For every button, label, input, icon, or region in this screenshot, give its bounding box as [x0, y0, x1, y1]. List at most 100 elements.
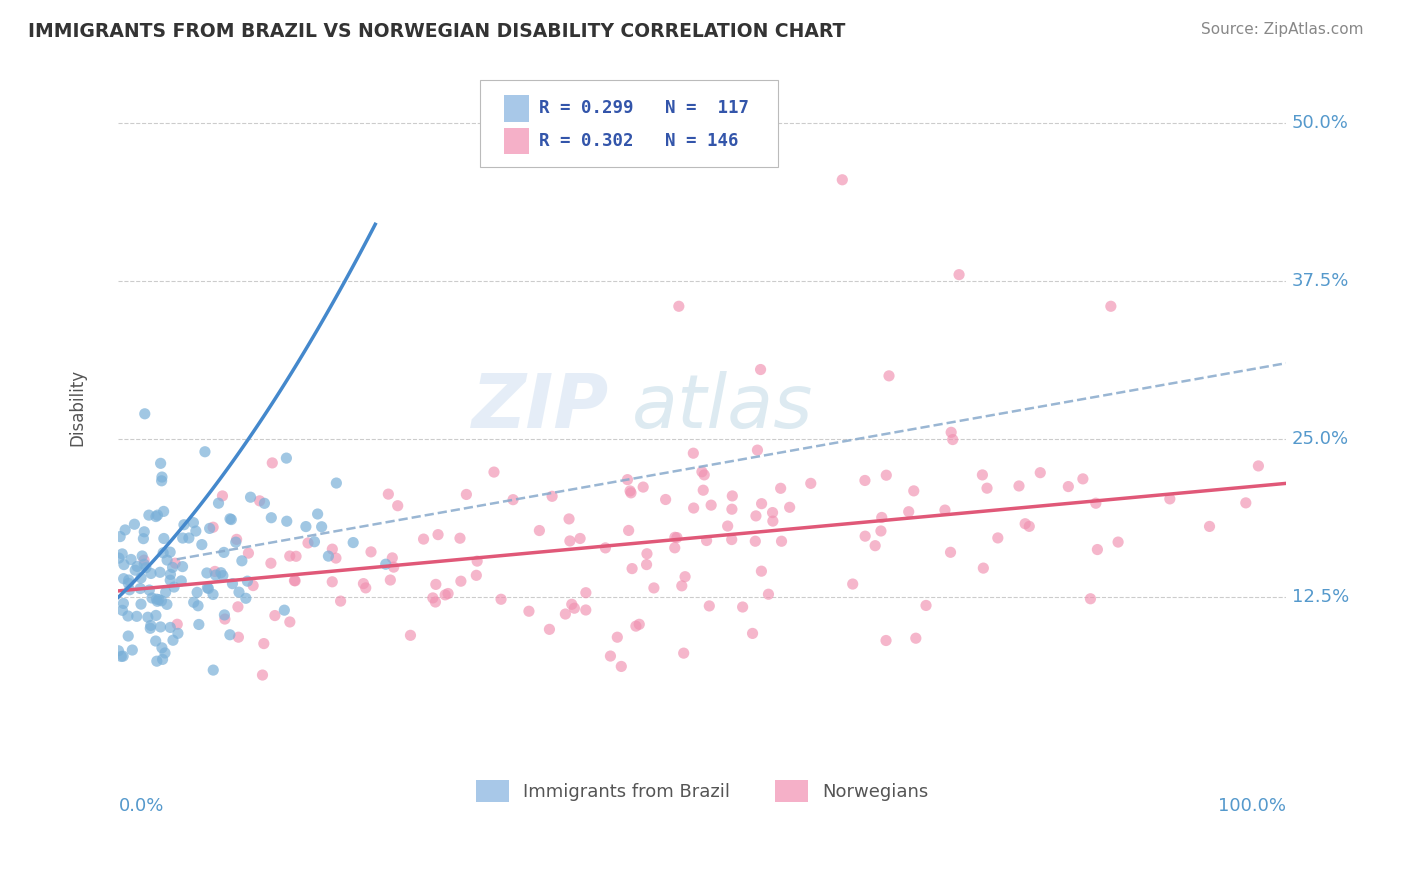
- Point: [187, 599, 209, 613]
- Point: [643, 581, 665, 595]
- Point: [382, 560, 405, 574]
- Point: [853, 474, 876, 488]
- Point: [904, 631, 927, 645]
- Point: [262, 456, 284, 470]
- Point: [770, 534, 793, 549]
- Point: [1084, 496, 1107, 510]
- Point: [875, 633, 897, 648]
- Point: [427, 527, 450, 541]
- Point: [976, 481, 998, 495]
- Point: [186, 585, 208, 599]
- Point: [202, 663, 225, 677]
- Point: [204, 565, 226, 579]
- Point: [465, 554, 488, 568]
- Point: [114, 523, 136, 537]
- Point: [304, 534, 326, 549]
- Point: [747, 443, 769, 458]
- Point: [558, 512, 581, 526]
- Point: [664, 541, 686, 555]
- Point: [285, 549, 308, 564]
- Point: [155, 585, 177, 599]
- Point: [172, 559, 194, 574]
- Point: [610, 659, 633, 673]
- Point: [212, 545, 235, 559]
- Point: [696, 533, 718, 548]
- Point: [226, 599, 249, 614]
- Point: [152, 652, 174, 666]
- Point: [166, 617, 188, 632]
- Point: [636, 558, 658, 572]
- Point: [218, 628, 240, 642]
- Point: [399, 628, 422, 642]
- Point: [450, 574, 472, 589]
- Point: [779, 500, 801, 515]
- Point: [253, 496, 276, 510]
- Point: [153, 532, 176, 546]
- Point: [138, 583, 160, 598]
- Point: [1029, 466, 1052, 480]
- Point: [693, 467, 716, 482]
- Point: [489, 592, 512, 607]
- Point: [156, 553, 179, 567]
- Point: [162, 633, 184, 648]
- Point: [1247, 458, 1270, 473]
- Point: [1057, 479, 1080, 493]
- Point: [207, 496, 229, 510]
- Point: [177, 531, 200, 545]
- Legend: Immigrants from Brazil, Norwegians: Immigrants from Brazil, Norwegians: [468, 772, 935, 809]
- Point: [253, 637, 276, 651]
- Point: [690, 465, 713, 479]
- Point: [141, 591, 163, 605]
- Text: R = 0.299   N =  117: R = 0.299 N = 117: [538, 99, 749, 118]
- Point: [165, 556, 187, 570]
- Point: [564, 601, 586, 615]
- Text: 100.0%: 100.0%: [1218, 797, 1286, 815]
- Point: [1008, 479, 1031, 493]
- Point: [800, 476, 823, 491]
- Point: [720, 533, 742, 547]
- Point: [307, 507, 329, 521]
- Point: [437, 586, 460, 600]
- Text: 25.0%: 25.0%: [1292, 430, 1348, 448]
- Point: [616, 473, 638, 487]
- Point: [692, 483, 714, 498]
- Point: [150, 474, 173, 488]
- Point: [139, 618, 162, 632]
- Point: [167, 626, 190, 640]
- FancyBboxPatch shape: [481, 80, 778, 168]
- Point: [107, 644, 129, 658]
- Point: [162, 560, 184, 574]
- Point: [152, 546, 174, 560]
- Point: [972, 561, 994, 575]
- Point: [146, 594, 169, 608]
- Point: [283, 574, 305, 588]
- Point: [425, 595, 447, 609]
- Point: [228, 630, 250, 644]
- Point: [875, 468, 897, 483]
- Point: [170, 574, 193, 588]
- Point: [377, 487, 399, 501]
- Point: [134, 558, 156, 572]
- Point: [482, 465, 505, 479]
- Point: [152, 504, 174, 518]
- Point: [380, 573, 402, 587]
- Point: [1107, 535, 1129, 549]
- Point: [877, 368, 900, 383]
- Point: [1198, 519, 1220, 533]
- Point: [239, 490, 262, 504]
- Point: [150, 594, 173, 608]
- Point: [665, 531, 688, 545]
- Point: [129, 571, 152, 585]
- Point: [1071, 472, 1094, 486]
- Point: [517, 604, 540, 618]
- Point: [159, 573, 181, 587]
- Point: [131, 549, 153, 563]
- Point: [228, 585, 250, 599]
- Text: IMMIGRANTS FROM BRAZIL VS NORWEGIAN DISABILITY CORRELATION CHART: IMMIGRANTS FROM BRAZIL VS NORWEGIAN DISA…: [28, 22, 845, 41]
- Point: [183, 595, 205, 609]
- Point: [211, 568, 233, 582]
- Point: [671, 579, 693, 593]
- Point: [117, 629, 139, 643]
- Point: [204, 568, 226, 582]
- Point: [762, 514, 785, 528]
